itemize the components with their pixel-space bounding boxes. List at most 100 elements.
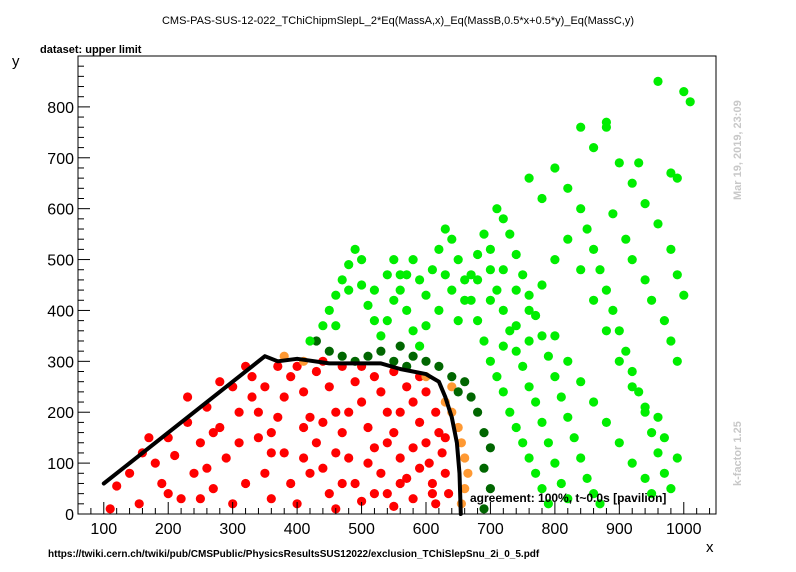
excluded-point [415,463,425,473]
allowed-point [511,346,521,356]
allowed-point [434,244,444,254]
allowed-border-point [395,341,405,351]
allowed-point [305,336,315,346]
allowed-point [537,331,547,341]
allowed-border-point [460,377,470,387]
allowed-point [498,387,508,397]
allowed-point [408,326,418,336]
allowed-point [563,356,573,366]
excluded-point [324,382,334,392]
allowed-point [382,270,392,280]
allowed-border-point [485,484,495,494]
allowed-point [563,234,573,244]
plot-frame [77,55,717,515]
allowed-point [479,336,489,346]
excluded-point [344,453,354,463]
allowed-point [550,331,560,341]
excluded-point [202,463,212,473]
allowed-point [582,473,592,483]
y-tick-label: 0 [65,507,74,524]
excluded-point [395,407,405,417]
allowed-point [395,285,405,295]
allowed-point [466,270,476,280]
allowed-border-point [421,356,431,366]
allowed-point [582,224,592,234]
allowed-point [672,356,682,366]
allowed-point [621,346,631,356]
allowed-point [485,295,495,305]
excluded-point [195,438,205,448]
excluded-point [424,458,434,468]
excluded-point [189,468,199,478]
x-tick-label: 100 [90,521,117,538]
allowed-point [659,433,670,443]
allowed-point [382,316,392,326]
y-tick-label: 600 [47,202,74,219]
allowed-point [473,249,483,260]
excluded-point [286,372,296,382]
allowed-point [672,173,682,183]
excluded-point [440,468,450,478]
excluded-point [431,499,441,509]
excluded-point [266,428,276,438]
allowed-border-point [485,443,495,453]
allowed-point [647,428,657,438]
excluded-point [215,377,225,387]
allowed-point [576,377,586,387]
allowed-point [640,275,650,285]
allowed-point [601,326,612,336]
excluded-point [305,468,315,478]
allowed-point [498,214,508,224]
excluded-point [112,481,122,491]
excluded-point [415,417,425,427]
excluded-point [273,361,283,371]
excluded-point [369,489,379,499]
allowed-point [344,285,354,295]
excluded-point [163,489,173,499]
excluded-point [157,478,167,489]
allowed-point [440,270,450,280]
allowed-point [485,265,495,275]
allowed-point [518,270,528,280]
allowed-point [485,356,495,366]
excluded-point [241,478,251,489]
allowed-point [589,489,599,499]
y-tick-label: 500 [47,253,74,270]
x-tick-label: 1000 [666,521,702,538]
allowed-point [550,372,560,382]
allowed-border-point [363,351,373,361]
excluded-point [363,458,373,468]
excluded-point [434,428,444,438]
allowed-point [614,158,624,168]
excluded-point [292,361,302,371]
agreement-label: agreement: 100%, t~0.0s [pavilion] [470,491,666,505]
allowed-point [421,321,431,331]
allowed-point [498,265,508,275]
allowed-point [659,316,670,326]
allowed-border-point [479,428,489,438]
allowed-point [576,204,586,214]
allowed-border-point [376,346,386,356]
allowed-point [627,458,637,468]
allowed-point [524,290,534,300]
excluded-point [444,489,454,499]
allowed-point [666,336,676,346]
allowed-point [453,316,463,326]
allowed-point [324,305,334,315]
allowed-point [492,204,502,214]
allowed-point [505,407,515,417]
allowed-point [318,321,328,331]
allowed-point [524,336,534,346]
allowed-point [479,229,489,239]
allowed-point [614,438,624,448]
allowed-point [350,244,360,254]
excluded-point [260,468,270,478]
allowed-border-point [408,351,418,361]
allowed-point [653,448,663,458]
allowed-point [492,285,502,295]
allowed-border-point [473,407,483,417]
exclusion-contour [101,354,463,516]
allowed-point [647,295,657,305]
x-tick-label: 700 [477,521,504,538]
